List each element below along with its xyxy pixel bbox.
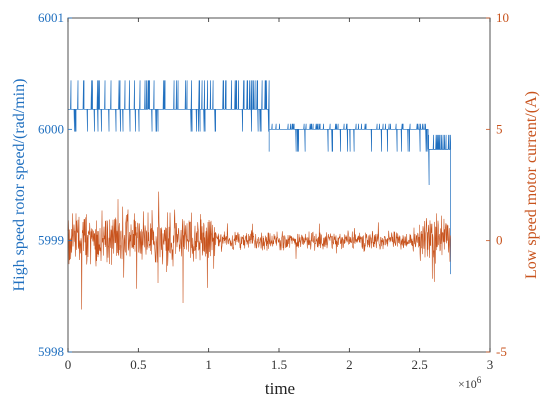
plot-area — [67, 80, 451, 310]
x-axis-label: time — [265, 379, 295, 398]
y-axis-left-label: High speed rotor speed/(rad/min) — [11, 79, 28, 292]
x-tick-label: 3 — [487, 357, 494, 372]
series-motor-current — [67, 191, 451, 310]
x-tick-label: 2.5 — [412, 357, 428, 372]
x-tick-label: 1.5 — [271, 357, 287, 372]
x-axis-multiplier: ×106 — [458, 375, 482, 391]
axis-ticks: 0 0.5 1 1.5 2 2.5 3 5998 5999 6000 6001 -5 0 5 10 — [38, 10, 509, 372]
y-left-tick-label: 6000 — [38, 121, 64, 136]
x-tick-label: 2 — [346, 357, 353, 372]
y-left-tick-label: 5998 — [38, 344, 64, 359]
y-left-tick-label: 5999 — [38, 233, 64, 248]
y-right-tick-label: 0 — [496, 233, 503, 248]
series-rotor-speed — [68, 80, 451, 275]
y-left-tick-label: 6001 — [38, 10, 64, 25]
x-tick-label: 0 — [65, 357, 72, 372]
y-axis-right-label: Low speed motor current/(A) — [523, 91, 540, 279]
y-right-tick-label: 5 — [496, 121, 503, 136]
x-tick-label: 0.5 — [130, 357, 146, 372]
y-right-tick-label: 10 — [496, 10, 509, 25]
x-tick-label: 1 — [205, 357, 212, 372]
y-right-tick-label: -5 — [496, 344, 507, 359]
plot-frame — [67, 17, 491, 353]
